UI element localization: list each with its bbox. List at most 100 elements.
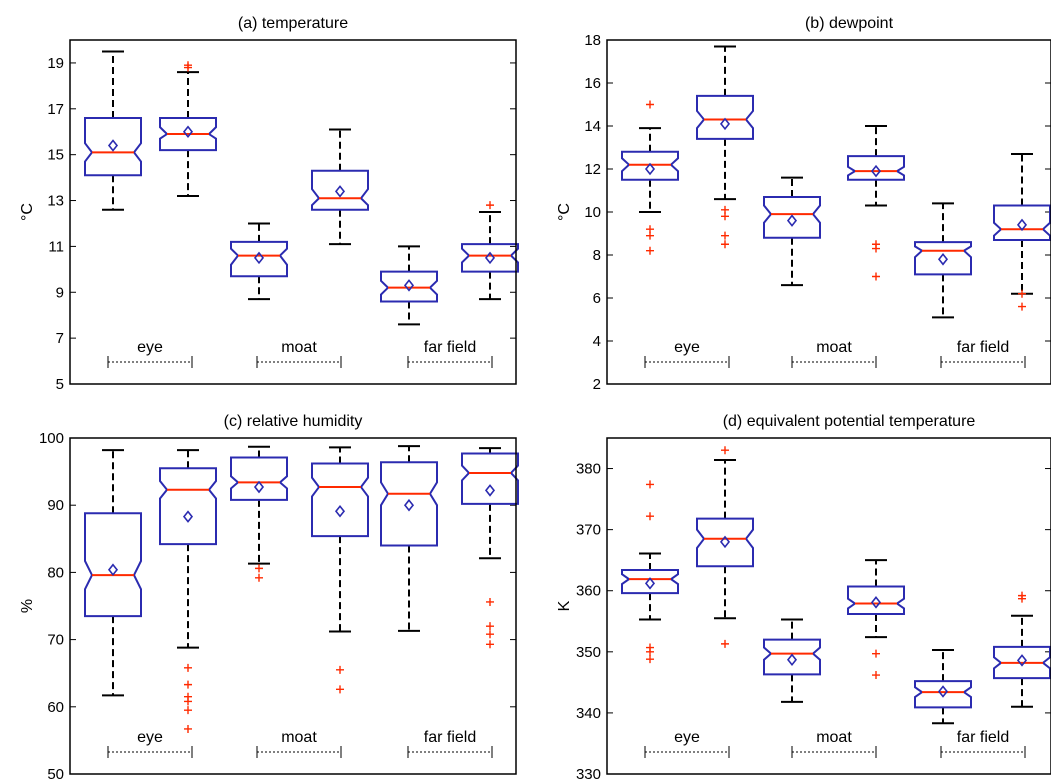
y-tick-label: 340	[576, 705, 601, 722]
box-body	[461, 243, 519, 273]
box-moat-2	[311, 128, 369, 246]
box-moat-1	[230, 445, 288, 582]
outlier-point	[646, 647, 654, 656]
outlier-point	[486, 622, 494, 631]
y-tick-label: 4	[593, 333, 601, 350]
box-body	[461, 452, 519, 505]
box-far-field-2	[993, 591, 1051, 708]
box-body	[311, 169, 369, 211]
outlier-point	[721, 639, 729, 648]
outlier-point	[646, 100, 654, 109]
outlier-point	[1018, 594, 1026, 603]
y-tick-label: 18	[584, 32, 601, 49]
group-label: eye	[674, 339, 700, 356]
y-tick-label: 6	[593, 290, 601, 307]
box-body	[914, 241, 972, 276]
box-body	[380, 461, 438, 547]
outlier-point	[872, 649, 880, 658]
y-tick-label: 80	[47, 564, 64, 581]
chart-panel-3: (c) relative humidity% 50 60 70 80 90 100 eye mo…	[19, 413, 519, 783]
y-tick-label: 13	[47, 193, 64, 210]
group-label: eye	[137, 339, 163, 356]
group-label: far field	[424, 729, 476, 746]
mean-marker	[182, 125, 194, 139]
y-tick-label: 60	[47, 699, 64, 716]
outlier-point	[184, 663, 192, 672]
mean-marker	[484, 251, 496, 265]
mean-marker	[403, 498, 415, 512]
box-far-field-2	[461, 201, 519, 301]
y-tick-label: 16	[584, 75, 601, 92]
box-far-field-1	[914, 202, 972, 319]
group-label: moat	[281, 339, 317, 356]
box-far-field-1	[914, 648, 972, 725]
y-tick-label: 100	[39, 430, 64, 447]
y-tick-label: 19	[47, 55, 64, 72]
plot-frame	[606, 39, 1051, 385]
y-tick-label: 14	[584, 118, 601, 135]
y-tick-label: 380	[576, 461, 601, 478]
group-label: eye	[137, 729, 163, 746]
chart-title: (d) equivalent potential temperature	[723, 413, 976, 430]
y-tick-label: 11	[48, 238, 64, 255]
box-eye-1	[84, 449, 142, 697]
y-tick-label: 70	[47, 632, 64, 649]
box-body	[696, 517, 754, 568]
group-label: moat	[816, 339, 852, 356]
mean-marker	[719, 117, 731, 131]
chart-title: (b) dewpoint	[805, 15, 894, 32]
outlier-point	[721, 231, 729, 240]
mean-marker	[870, 596, 882, 609]
outlier-point	[872, 244, 880, 253]
y-tick-label: 9	[56, 284, 64, 301]
y-tick-label: 350	[576, 644, 601, 661]
outlier-point	[184, 61, 192, 70]
y-tick-label: 17	[47, 101, 64, 118]
y-tick-label: 330	[576, 766, 601, 783]
y-tick-label: 7	[56, 330, 64, 347]
mean-marker	[334, 504, 346, 518]
box-moat-2	[847, 559, 905, 680]
box-far-field-2	[461, 447, 519, 649]
outlier-point	[486, 597, 494, 606]
box-eye-2	[696, 45, 754, 249]
mean-marker	[253, 251, 265, 265]
outlier-point	[184, 724, 192, 733]
box-far-field-2	[993, 152, 1051, 311]
box-eye-2	[159, 61, 217, 197]
outlier-point	[872, 671, 880, 680]
box-body	[847, 155, 905, 181]
outlier-point	[872, 272, 880, 281]
chart-title: (a) temperature	[238, 15, 348, 32]
plot-frame	[69, 437, 517, 775]
outlier-point	[184, 680, 192, 689]
outlier-point	[646, 655, 654, 664]
y-axis-label: °C	[19, 203, 36, 221]
mean-marker	[719, 535, 731, 549]
mean-marker	[253, 480, 265, 494]
chart-panel-1: (a) temperature °C 5 7 9 11 13 15 17 19 eye moat far…	[19, 15, 519, 393]
box-body	[159, 116, 217, 152]
y-tick-label: 2	[593, 376, 601, 393]
group-label: far field	[424, 339, 476, 356]
outlier-point	[255, 573, 263, 582]
y-axis-label: K	[556, 600, 573, 611]
y-tick-label: 90	[47, 497, 64, 514]
outlier-point	[721, 240, 729, 249]
outlier-point	[721, 212, 729, 221]
box-far-field-1	[380, 245, 438, 326]
outlier-point	[646, 231, 654, 240]
outlier-point	[184, 706, 192, 715]
outlier-point	[255, 564, 263, 573]
box-eye-1	[621, 480, 679, 664]
outlier-point	[646, 246, 654, 255]
group-label: far field	[957, 729, 1009, 746]
box-body	[993, 645, 1051, 680]
box-eye-1	[84, 50, 142, 211]
box-body	[847, 585, 905, 615]
mean-marker	[182, 510, 194, 523]
box-body	[993, 204, 1051, 241]
outlier-point	[486, 640, 494, 649]
box-body	[159, 467, 217, 546]
